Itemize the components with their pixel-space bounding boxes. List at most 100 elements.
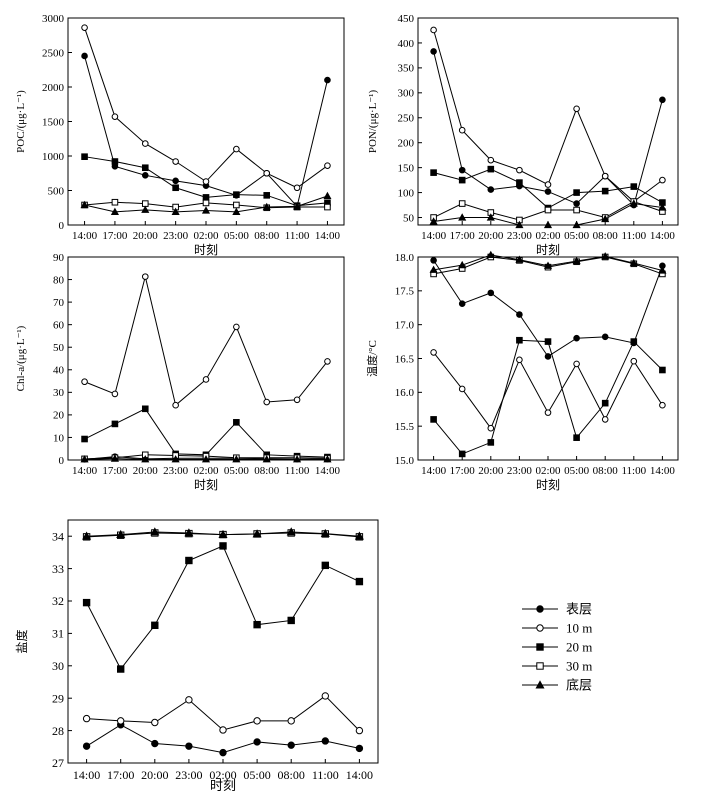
y-tick-label: 1500 [42, 116, 65, 128]
data-point [321, 692, 329, 700]
x-tick-label: 14:00 [315, 230, 341, 242]
data-point [185, 696, 193, 704]
y-tick-label: 150 [398, 162, 415, 174]
data-point [253, 717, 261, 725]
series-line [84, 408, 328, 458]
x-tick-label: 14:00 [421, 465, 447, 477]
series-10m [81, 24, 331, 192]
data-point [354, 531, 364, 540]
x-tick-label: 17:00 [450, 230, 476, 242]
data-point [515, 255, 524, 263]
plot-frame [67, 17, 345, 226]
y-axis-label: 温度/°C [365, 340, 379, 377]
legend-label: 30 m [566, 659, 592, 674]
y-tick-label: 70 [53, 297, 65, 309]
data-point [293, 202, 302, 210]
data-point [80, 200, 89, 209]
data-point [201, 455, 211, 463]
data-point [287, 741, 295, 749]
data-point [320, 528, 330, 538]
x-tick-label: 02:00 [193, 465, 219, 477]
x-tick-label: 23:00 [163, 465, 189, 477]
data-point [111, 198, 119, 206]
y-tick-label: 1000 [42, 151, 65, 163]
y-tick-label: 500 [48, 185, 65, 197]
data-point [150, 527, 160, 536]
y-tick-label: 10 [53, 432, 65, 444]
data-point [573, 105, 580, 113]
data-point [487, 156, 495, 164]
data-point [117, 717, 125, 725]
y-tick-label: 27 [52, 756, 64, 770]
data-point [544, 353, 552, 360]
legend-label: 20 m [566, 640, 592, 655]
data-point [263, 192, 271, 199]
x-tick-label: 14:00 [315, 465, 341, 477]
y-tick-label: 2000 [42, 82, 65, 94]
data-point [486, 213, 495, 221]
data-point [321, 737, 329, 745]
y-tick-label: 32 [52, 594, 64, 608]
y-tick-label: 31 [52, 627, 64, 641]
x-tick-label: 02:00 [535, 465, 561, 477]
series-20m [430, 336, 666, 458]
x-tick-label: 05:00 [243, 768, 270, 782]
data-point [487, 439, 495, 446]
data-point [117, 665, 125, 673]
data-point [516, 336, 523, 344]
data-point [544, 409, 552, 416]
data-point [486, 250, 495, 259]
data-point [201, 206, 211, 214]
data-point [287, 616, 295, 625]
legend-marker [536, 605, 544, 613]
data-point [630, 357, 638, 365]
x-tick-label: 20:00 [133, 465, 159, 477]
y-tick-label: 80 [53, 274, 65, 286]
legend-label: 底层 [566, 678, 592, 693]
data-point [324, 358, 331, 365]
x-tick-label: 14:00 [650, 465, 676, 477]
data-point [202, 178, 210, 185]
x-tick-label: 20:00 [478, 465, 504, 477]
data-point [219, 748, 227, 757]
x-tick-label: 08:00 [278, 768, 305, 782]
data-point [573, 200, 580, 207]
data-point [573, 206, 580, 214]
y-axis-label: 盐度 [14, 629, 29, 653]
legend: 表层 10 m 20 m 30 m 底层 [522, 602, 592, 693]
data-point [141, 164, 149, 172]
data-point [516, 179, 523, 186]
y-tick-label: 20 [53, 410, 65, 422]
y-tick-label: 0 [59, 455, 65, 467]
data-point [233, 145, 240, 153]
data-point [172, 158, 179, 165]
data-point [82, 531, 92, 540]
data-point [458, 300, 466, 307]
x-tick-label: 23:00 [507, 230, 533, 242]
data-point [253, 620, 261, 629]
data-point [573, 189, 580, 196]
x-tick-label: 14:00 [72, 465, 98, 477]
x-axis-label: 时刻 [194, 243, 218, 257]
x-tick-label: 05:00 [564, 230, 590, 242]
data-point [458, 450, 466, 458]
y-axis-label: POC/(μg·L⁻¹) [15, 90, 27, 153]
data-point [141, 205, 150, 213]
data-point [572, 256, 581, 265]
y-tick-label: 17.0 [395, 320, 415, 332]
x-tick-label: 02:00 [193, 230, 219, 242]
data-point [233, 323, 240, 331]
x-tick-label: 23:00 [507, 465, 533, 477]
data-point [430, 48, 437, 55]
data-point [287, 717, 295, 725]
x-tick-label: 08:00 [593, 230, 619, 242]
data-point [355, 577, 364, 586]
data-point [430, 349, 437, 356]
data-point [543, 261, 553, 269]
x-tick-label: 08:00 [254, 230, 280, 242]
y-tick-label: 40 [53, 365, 65, 377]
data-point [543, 220, 553, 229]
data-point [293, 455, 302, 463]
series-20m [81, 405, 331, 461]
y-tick-label: 60 [53, 320, 65, 332]
